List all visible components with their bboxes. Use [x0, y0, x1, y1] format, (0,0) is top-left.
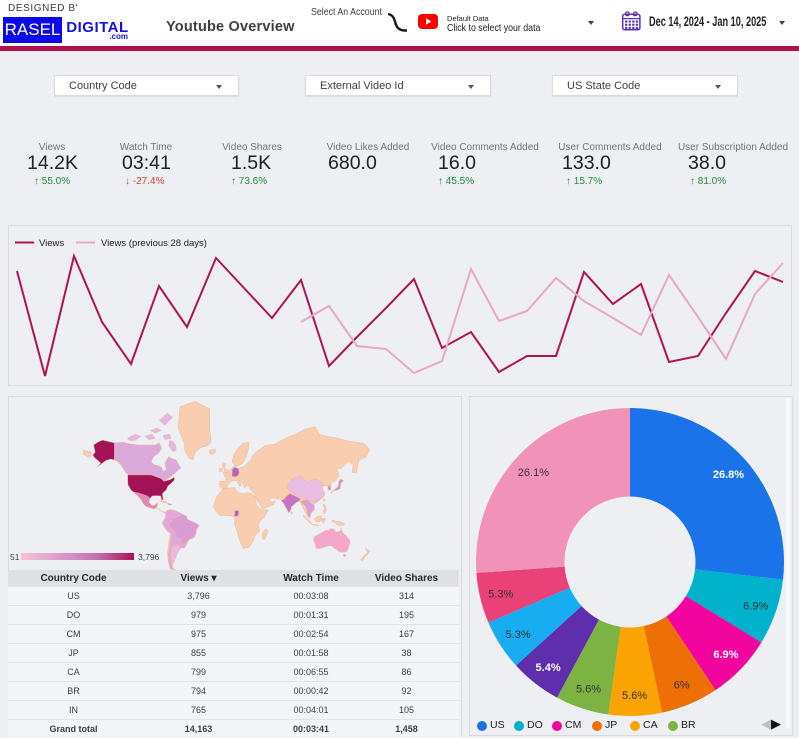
svg-text:26.1%: 26.1% — [518, 467, 549, 479]
svg-text:26.8%: 26.8% — [713, 469, 744, 481]
svg-text:5.6%: 5.6% — [622, 690, 647, 702]
svg-text:6.9%: 6.9% — [713, 649, 738, 661]
svg-text:5.3%: 5.3% — [488, 588, 513, 600]
svg-text:6.9%: 6.9% — [743, 600, 768, 612]
svg-text:5.3%: 5.3% — [506, 629, 531, 641]
svg-text:Views: Views — [39, 238, 64, 249]
svg-text:5.6%: 5.6% — [576, 683, 601, 695]
svg-text:Views (previous 28 days): Views (previous 28 days) — [101, 238, 207, 249]
svg-text:5.4%: 5.4% — [536, 662, 561, 674]
svg-text:6%: 6% — [674, 680, 690, 692]
